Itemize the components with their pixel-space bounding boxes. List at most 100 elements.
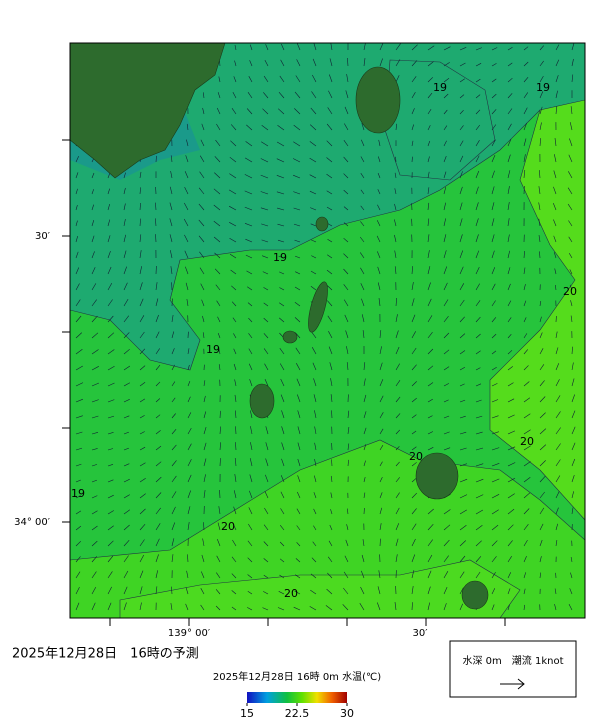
current-arrow (263, 558, 269, 563)
current-arrow (377, 586, 381, 595)
current-arrow (247, 590, 253, 595)
current-arrow (312, 74, 317, 83)
current-arrow (155, 507, 161, 515)
current-arrow (443, 399, 449, 403)
current-arrow (185, 603, 189, 611)
current-arrow (123, 494, 130, 499)
current-arrow (139, 331, 145, 339)
current-arrow (411, 523, 417, 531)
current-arrow (379, 362, 383, 371)
current-arrow (343, 189, 349, 195)
current-arrow (171, 491, 177, 499)
current-arrow (491, 463, 500, 467)
current-arrow (491, 186, 495, 195)
current-arrow (139, 493, 146, 499)
current-arrow (296, 378, 301, 387)
current-arrow (459, 603, 463, 611)
current-arrow (281, 458, 285, 467)
current-arrow (475, 415, 483, 419)
current-arrow (309, 174, 317, 179)
current-arrow (139, 218, 141, 227)
current-arrow (231, 606, 237, 611)
current-arrow (260, 191, 269, 195)
current-arrow (377, 204, 381, 211)
current-arrow (443, 366, 450, 371)
current-arrow (75, 283, 80, 291)
current-arrow (554, 154, 557, 163)
current-arrow (379, 346, 382, 355)
current-arrow (491, 383, 498, 387)
current-arrow (203, 458, 207, 467)
current-arrow (203, 427, 207, 435)
current-arrow (443, 603, 447, 611)
current-arrow (523, 604, 525, 611)
current-arrow (233, 333, 237, 339)
current-arrow (491, 234, 495, 243)
current-arrow (523, 429, 531, 435)
current-arrow (459, 125, 464, 131)
current-arrow (411, 156, 413, 163)
current-arrow (395, 380, 401, 387)
current-arrow (217, 92, 221, 99)
current-arrow (279, 363, 285, 371)
current-arrow (245, 238, 253, 243)
current-arrow (171, 331, 175, 339)
current-arrow (230, 140, 237, 147)
current-arrow (394, 250, 397, 259)
current-arrow (75, 236, 78, 243)
current-arrow (294, 255, 301, 259)
current-arrow (186, 139, 189, 147)
current-arrow (443, 586, 448, 595)
current-arrow (91, 448, 98, 451)
current-arrow (297, 458, 301, 467)
current-arrow (232, 91, 237, 99)
cool-water (384, 59, 496, 181)
current-arrow (491, 47, 498, 51)
current-arrow (330, 492, 333, 499)
current-arrow (91, 415, 99, 419)
current-arrow (523, 492, 531, 499)
current-arrow (214, 252, 221, 259)
current-arrow (411, 298, 415, 307)
current-arrow (280, 378, 285, 387)
current-arrow (539, 45, 545, 51)
current-arrow (360, 205, 365, 211)
current-arrow (328, 90, 333, 99)
current-arrow (459, 555, 466, 563)
current-arrow (264, 491, 269, 499)
current-arrow (326, 157, 333, 163)
current-arrow (155, 298, 159, 307)
current-arrow (331, 459, 333, 467)
current-arrow (187, 506, 191, 515)
current-arrow (310, 207, 317, 211)
current-arrow (230, 124, 237, 131)
current-arrow (347, 459, 349, 467)
current-arrow (411, 381, 417, 387)
current-arrow (198, 187, 205, 195)
current-arrow (427, 398, 433, 403)
current-arrow (443, 349, 450, 355)
current-arrow (326, 588, 333, 595)
current-arrow (411, 414, 417, 419)
current-arrow (155, 430, 161, 435)
current-arrow (264, 363, 269, 371)
current-arrow (443, 77, 450, 83)
current-arrow (411, 108, 415, 115)
current-arrow (186, 123, 189, 131)
current-arrow (443, 234, 447, 243)
current-arrow (261, 255, 269, 259)
current-arrow (139, 431, 145, 435)
current-arrow (538, 186, 541, 195)
current-arrow (233, 76, 237, 83)
current-arrow (170, 603, 173, 611)
island (282, 330, 298, 344)
current-arrow (229, 237, 237, 243)
current-arrow (327, 315, 333, 323)
current-arrow (571, 58, 574, 67)
current-arrow (427, 77, 434, 83)
current-arrow (139, 250, 142, 259)
current-arrow (231, 108, 237, 115)
current-arrow (395, 363, 400, 371)
current-arrow (359, 236, 365, 243)
